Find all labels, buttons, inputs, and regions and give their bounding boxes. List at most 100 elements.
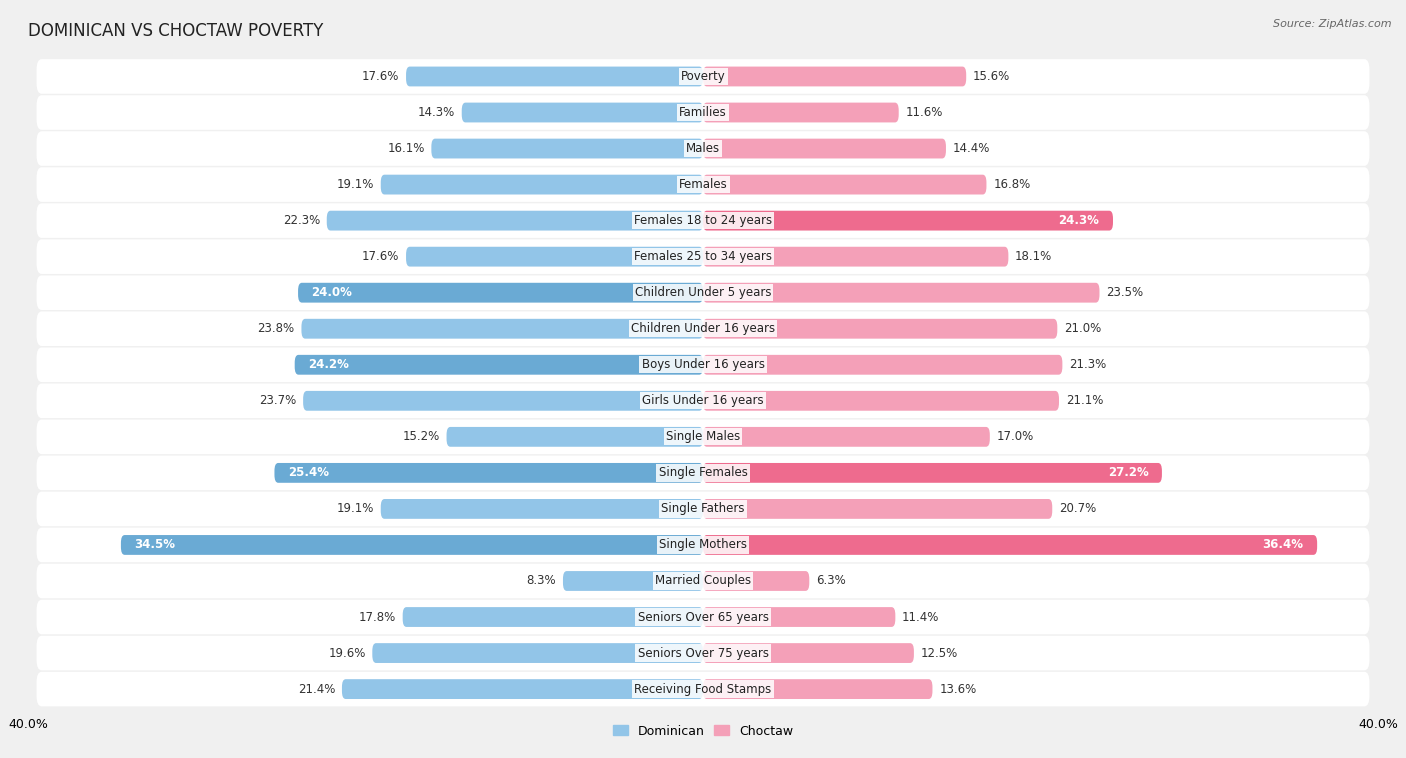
Text: 16.1%: 16.1%	[387, 142, 425, 155]
FancyBboxPatch shape	[703, 355, 1063, 374]
Text: Girls Under 16 years: Girls Under 16 years	[643, 394, 763, 407]
FancyBboxPatch shape	[703, 427, 990, 446]
Text: 13.6%: 13.6%	[939, 683, 976, 696]
Text: Males: Males	[686, 142, 720, 155]
Text: Single Males: Single Males	[666, 431, 740, 443]
Text: 34.5%: 34.5%	[135, 538, 176, 552]
FancyBboxPatch shape	[703, 174, 987, 195]
Text: 23.8%: 23.8%	[257, 322, 295, 335]
FancyBboxPatch shape	[703, 607, 896, 627]
FancyBboxPatch shape	[703, 319, 1057, 339]
Text: Seniors Over 75 years: Seniors Over 75 years	[637, 647, 769, 659]
Text: 14.4%: 14.4%	[953, 142, 990, 155]
FancyBboxPatch shape	[37, 275, 1369, 310]
FancyBboxPatch shape	[121, 535, 703, 555]
Text: 24.2%: 24.2%	[308, 359, 349, 371]
Text: 11.6%: 11.6%	[905, 106, 943, 119]
FancyBboxPatch shape	[406, 247, 703, 267]
Text: 8.3%: 8.3%	[527, 575, 557, 587]
FancyBboxPatch shape	[37, 96, 1369, 130]
Text: 21.1%: 21.1%	[1066, 394, 1104, 407]
FancyBboxPatch shape	[447, 427, 703, 446]
FancyBboxPatch shape	[37, 528, 1369, 562]
Text: 17.6%: 17.6%	[361, 250, 399, 263]
FancyBboxPatch shape	[37, 384, 1369, 418]
Text: 16.8%: 16.8%	[993, 178, 1031, 191]
FancyBboxPatch shape	[703, 211, 1114, 230]
Text: 23.7%: 23.7%	[259, 394, 297, 407]
FancyBboxPatch shape	[274, 463, 703, 483]
FancyBboxPatch shape	[304, 391, 703, 411]
Text: 21.3%: 21.3%	[1069, 359, 1107, 371]
FancyBboxPatch shape	[703, 391, 1059, 411]
Text: Females: Females	[679, 178, 727, 191]
Text: 20.7%: 20.7%	[1059, 503, 1097, 515]
FancyBboxPatch shape	[326, 211, 703, 230]
FancyBboxPatch shape	[406, 67, 703, 86]
Text: 15.2%: 15.2%	[402, 431, 440, 443]
Text: Families: Families	[679, 106, 727, 119]
FancyBboxPatch shape	[37, 312, 1369, 346]
Text: DOMINICAN VS CHOCTAW POVERTY: DOMINICAN VS CHOCTAW POVERTY	[28, 22, 323, 40]
FancyBboxPatch shape	[37, 203, 1369, 238]
Text: 25.4%: 25.4%	[288, 466, 329, 479]
FancyBboxPatch shape	[37, 564, 1369, 598]
FancyBboxPatch shape	[298, 283, 703, 302]
Text: 19.6%: 19.6%	[328, 647, 366, 659]
FancyBboxPatch shape	[381, 499, 703, 518]
Text: Poverty: Poverty	[681, 70, 725, 83]
Text: 21.4%: 21.4%	[298, 683, 335, 696]
FancyBboxPatch shape	[703, 643, 914, 663]
FancyBboxPatch shape	[301, 319, 703, 339]
FancyBboxPatch shape	[562, 571, 703, 591]
FancyBboxPatch shape	[703, 102, 898, 123]
FancyBboxPatch shape	[703, 283, 1099, 302]
Text: Source: ZipAtlas.com: Source: ZipAtlas.com	[1274, 19, 1392, 29]
FancyBboxPatch shape	[432, 139, 703, 158]
Text: 24.0%: 24.0%	[312, 287, 353, 299]
Text: 17.8%: 17.8%	[359, 610, 396, 624]
Text: 17.0%: 17.0%	[997, 431, 1033, 443]
FancyBboxPatch shape	[373, 643, 703, 663]
Text: Children Under 5 years: Children Under 5 years	[634, 287, 772, 299]
Text: 27.2%: 27.2%	[1108, 466, 1149, 479]
FancyBboxPatch shape	[703, 463, 1161, 483]
FancyBboxPatch shape	[37, 600, 1369, 634]
Text: Seniors Over 65 years: Seniors Over 65 years	[637, 610, 769, 624]
Text: 12.5%: 12.5%	[921, 647, 957, 659]
Text: Females 25 to 34 years: Females 25 to 34 years	[634, 250, 772, 263]
Text: Boys Under 16 years: Boys Under 16 years	[641, 359, 765, 371]
Text: Single Fathers: Single Fathers	[661, 503, 745, 515]
FancyBboxPatch shape	[703, 67, 966, 86]
Text: 15.6%: 15.6%	[973, 70, 1010, 83]
FancyBboxPatch shape	[703, 139, 946, 158]
FancyBboxPatch shape	[342, 679, 703, 699]
Text: 17.6%: 17.6%	[361, 70, 399, 83]
Text: 19.1%: 19.1%	[336, 503, 374, 515]
FancyBboxPatch shape	[37, 492, 1369, 526]
Text: Children Under 16 years: Children Under 16 years	[631, 322, 775, 335]
FancyBboxPatch shape	[402, 607, 703, 627]
Text: Single Mothers: Single Mothers	[659, 538, 747, 552]
FancyBboxPatch shape	[37, 636, 1369, 670]
FancyBboxPatch shape	[37, 419, 1369, 454]
FancyBboxPatch shape	[703, 679, 932, 699]
Text: 11.4%: 11.4%	[903, 610, 939, 624]
FancyBboxPatch shape	[295, 355, 703, 374]
Text: 24.3%: 24.3%	[1059, 214, 1099, 227]
Text: 14.3%: 14.3%	[418, 106, 456, 119]
Text: 18.1%: 18.1%	[1015, 250, 1052, 263]
FancyBboxPatch shape	[37, 240, 1369, 274]
FancyBboxPatch shape	[703, 535, 1317, 555]
Text: 23.5%: 23.5%	[1107, 287, 1143, 299]
Text: Receiving Food Stamps: Receiving Food Stamps	[634, 683, 772, 696]
FancyBboxPatch shape	[703, 247, 1008, 267]
Text: 22.3%: 22.3%	[283, 214, 321, 227]
Text: 19.1%: 19.1%	[336, 178, 374, 191]
Text: Females 18 to 24 years: Females 18 to 24 years	[634, 214, 772, 227]
FancyBboxPatch shape	[37, 59, 1369, 94]
FancyBboxPatch shape	[37, 672, 1369, 706]
FancyBboxPatch shape	[703, 499, 1052, 518]
Text: Single Females: Single Females	[658, 466, 748, 479]
Text: Married Couples: Married Couples	[655, 575, 751, 587]
